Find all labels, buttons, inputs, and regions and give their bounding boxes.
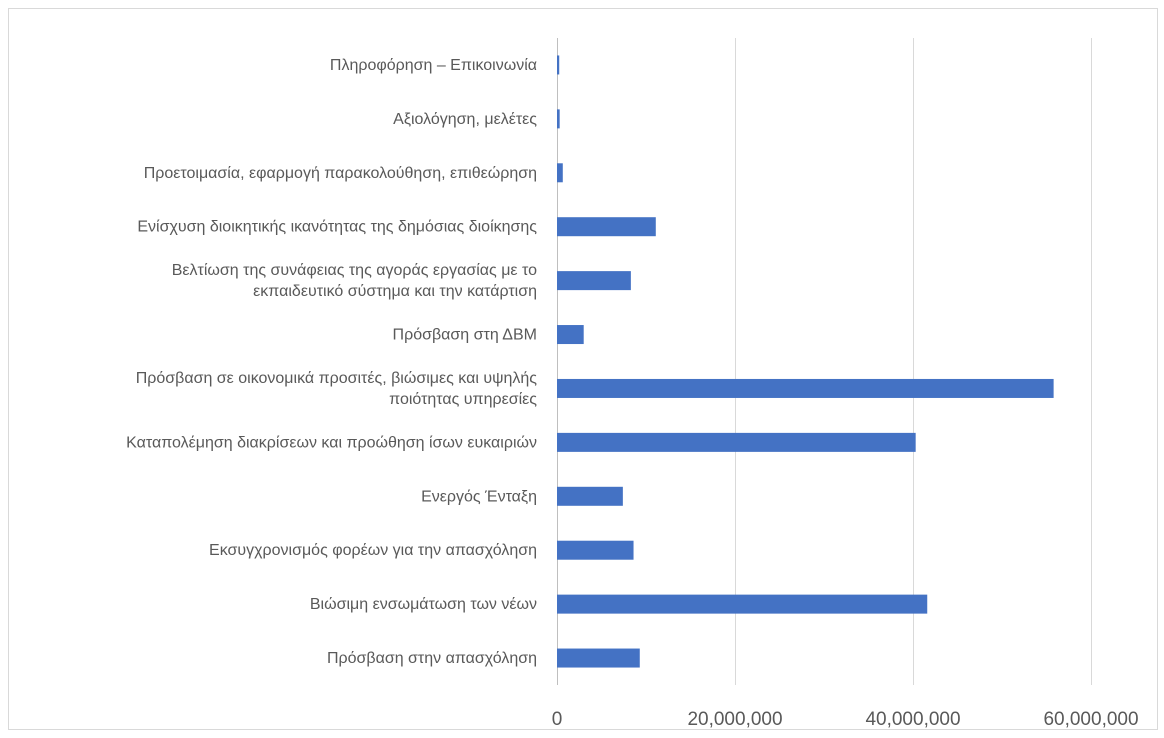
category-label: Πληροφόρηση – Επικοινωνία [330,57,537,74]
category-labels: Πληροφόρηση – Επικοινωνία Αξιολόγηση, μελ… [126,57,537,667]
bar [557,648,640,668]
category-label: Αξιολόγηση, μελέτες [393,111,537,128]
category-label: Προετοιμασία, εφαρμογή παρακολούθηση, επ… [144,165,537,182]
category-label: Πρόσβαση στην απασχόληση [327,650,537,667]
x-tick-label: 40,000,000 [865,709,960,730]
bar [557,55,560,75]
x-tick-label: 0 [552,709,563,730]
category-label-line: Πρόσβαση σε οικονομικά προσιτές, βιώσιμε… [136,370,538,387]
x-tick-labels: 0 20,000,000 40,000,000 60,000,000 [552,709,1139,730]
x-tick-label: 20,000,000 [687,709,782,730]
category-label: Βελτίωση της συνάφειας της αγοράς εργασί… [172,262,537,300]
bars [557,55,1054,668]
bar [557,594,928,614]
category-label: Βιώσιμη ενσωμάτωση των νέων [310,596,537,613]
category-label: Εκσυγχρονισμός φορέων για την απασχόληση [209,542,537,559]
category-label-line: Εκσυγχρονισμός φορέων για την απασχόληση [209,542,537,559]
category-label-line: Προετοιμασία, εφαρμογή παρακολούθηση, επ… [144,165,537,182]
category-label-line: εκπαιδευτικό σύστημα και την κατάρτιση [253,283,537,300]
bar [557,163,563,183]
category-label-line: Πρόσβαση στην απασχόληση [327,650,537,667]
bar [557,271,631,291]
category-label-line: Βελτίωση της συνάφειας της αγοράς εργασί… [172,262,537,279]
bar [557,540,634,560]
bar [557,378,1054,398]
category-label: Πρόσβαση στη ΔΒΜ [393,327,537,344]
bar [557,432,916,452]
bar [557,325,584,345]
category-label-line: ποιότητας υπηρεσίες [389,391,537,408]
bar [557,109,560,129]
bar [557,486,623,506]
category-label-line: Ενεργός Ένταξη [421,488,537,505]
category-label: Καταπολέμηση διακρίσεων και προώθηση ίσω… [126,434,537,451]
category-label-line: Πρόσβαση στη ΔΒΜ [393,327,537,344]
category-label-line: Πληροφόρηση – Επικοινωνία [330,57,537,74]
gridlines [557,38,1092,685]
category-label-line: Ενίσχυση διοικητικής ικανότητας της δημό… [137,219,537,236]
category-label-line: Βιώσιμη ενσωμάτωση των νέων [310,596,537,613]
category-label: Ενεργός Ένταξη [421,488,537,505]
category-label: Πρόσβαση σε οικονομικά προσιτές, βιώσιμε… [136,370,538,408]
bar [557,217,656,237]
category-label: Ενίσχυση διοικητικής ικανότητας της δημό… [137,219,537,236]
category-label-line: Αξιολόγηση, μελέτες [393,111,537,128]
category-label-line: Καταπολέμηση διακρίσεων και προώθηση ίσω… [126,434,537,451]
x-tick-label: 60,000,000 [1043,709,1138,730]
